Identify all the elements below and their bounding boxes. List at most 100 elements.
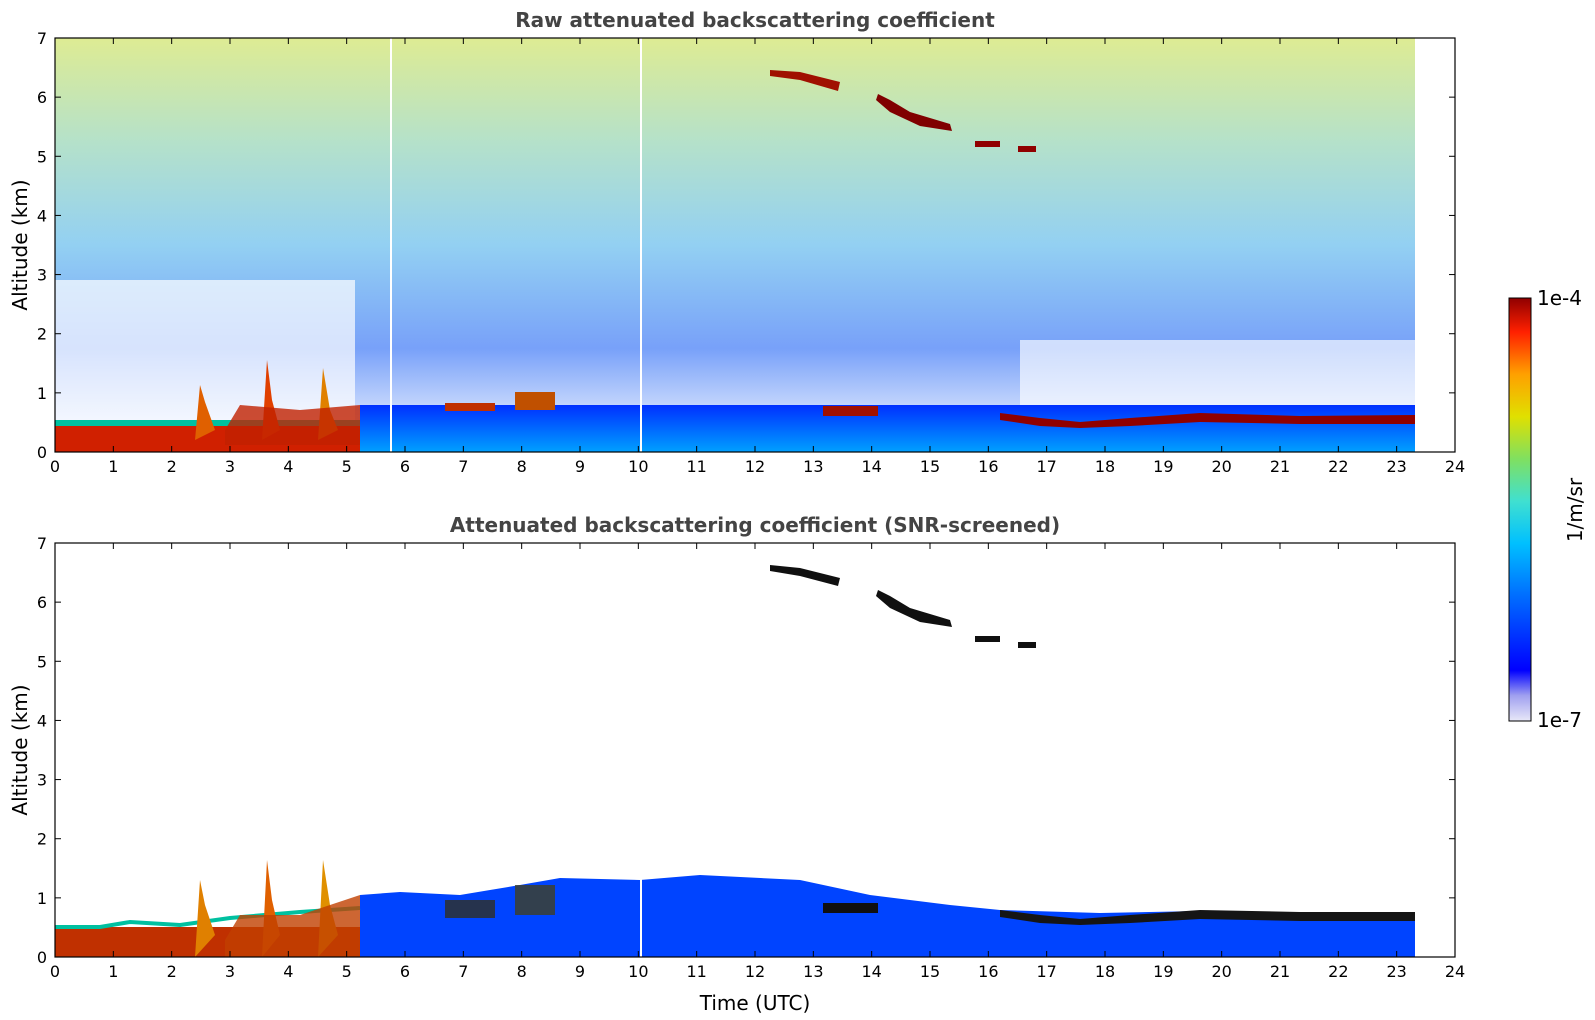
ytick-label: 2: [37, 325, 47, 344]
panel-raw: Raw attenuated backscattering coefficien…: [8, 8, 1465, 476]
xtick-label: 17: [1036, 457, 1056, 476]
raw-plume-4: [225, 405, 360, 445]
ytick-label: 3: [37, 266, 47, 285]
ytick-label: 6: [37, 88, 47, 107]
xtick-label: 6: [400, 962, 410, 981]
screened-datagap-2: [1415, 543, 1455, 957]
screened-aerosol-2: [515, 885, 555, 915]
xtick-label: 16: [978, 457, 998, 476]
xtick-label: 4: [283, 457, 293, 476]
panel-screened-xlabel: Time (UTC): [699, 991, 811, 1015]
xtick-label: 14: [861, 962, 881, 981]
xtick-label: 9: [575, 962, 585, 981]
screened-boundary-layer-top: [55, 906, 361, 929]
xtick-label: 5: [342, 962, 352, 981]
raw-aerosol-1: [445, 403, 495, 411]
ytick-label: 1: [37, 384, 47, 403]
xtick-label: 5: [342, 457, 352, 476]
xtick-label: 24: [1445, 457, 1465, 476]
raw-cloud-4: [1018, 146, 1036, 152]
raw-cloud-1: [770, 70, 840, 91]
xtick-label: 2: [167, 457, 177, 476]
colorbar-min-label: 1e-7: [1537, 708, 1582, 732]
xtick-label: 9: [575, 457, 585, 476]
xtick-label: 21: [1270, 962, 1290, 981]
raw-cloud-3: [975, 141, 1000, 147]
raw-plume-1: [195, 385, 215, 440]
xtick-label: 2: [167, 962, 177, 981]
xtick-label: 22: [1328, 457, 1348, 476]
raw-low-cloud: [1000, 413, 1415, 428]
panel-screened-ticks: 0 1 2 3 4 5 6 7 8 9 10 11 12 13 14 15 16 17 18 19 20 21 22 23 24…: [37, 534, 1465, 981]
panel-screened-title: Attenuated backscattering coefficient (S…: [450, 513, 1060, 537]
xtick-label: 0: [50, 457, 60, 476]
xtick-label: 7: [458, 962, 468, 981]
ytick-label: 5: [37, 652, 47, 671]
xtick-label: 7: [458, 457, 468, 476]
ytick-label: 5: [37, 147, 47, 166]
colorbar-gradient: [1508, 297, 1532, 722]
xtick-label: 12: [745, 962, 765, 981]
ytick-label: 6: [37, 593, 47, 612]
screened-cloud-3: [975, 636, 1000, 642]
raw-aerosol-2: [515, 392, 555, 410]
xtick-label: 8: [517, 962, 527, 981]
ytick-label: 0: [37, 443, 47, 462]
xtick-label: 18: [1095, 962, 1115, 981]
colorbar-max-label: 1e-4: [1537, 286, 1582, 310]
xtick-label: 6: [400, 457, 410, 476]
colorbar: 1e-4 1e-7 1/m/sr: [1508, 286, 1587, 732]
xtick-label: 22: [1328, 962, 1348, 981]
xtick-label: 13: [803, 962, 823, 981]
xtick-label: 3: [225, 457, 235, 476]
ytick-label: 1: [37, 889, 47, 908]
xtick-label: 19: [1153, 962, 1173, 981]
panel-raw-title: Raw attenuated backscattering coefficien…: [515, 8, 995, 32]
xtick-label: 23: [1386, 962, 1406, 981]
xtick-label: 10: [628, 962, 648, 981]
xtick-label: 1: [108, 962, 118, 981]
screened-aerosol-1: [445, 900, 495, 918]
ytick-label: 0: [37, 948, 47, 967]
screened-low-layer: [360, 875, 1415, 957]
xtick-label: 17: [1036, 962, 1056, 981]
xtick-label: 19: [1153, 457, 1173, 476]
ytick-label: 4: [37, 206, 47, 225]
xtick-label: 23: [1386, 457, 1406, 476]
screened-cloud-4: [1018, 642, 1036, 648]
screened-low-cloud: [1000, 910, 1415, 925]
raw-cloud-2: [876, 94, 952, 131]
screened-datagap-1: [640, 543, 642, 957]
panel-screened-heatmap: [55, 543, 1455, 957]
ytick-label: 7: [37, 29, 47, 48]
raw-low-layer: [360, 405, 1445, 452]
xtick-label: 20: [1211, 457, 1231, 476]
colorbar-unit-label: 1/m/sr: [1563, 477, 1587, 542]
panel-raw-heatmap: [55, 38, 1455, 452]
xtick-label: 11: [686, 457, 706, 476]
xtick-label: 10: [628, 457, 648, 476]
ytick-label: 4: [37, 711, 47, 730]
screened-plume-4: [225, 895, 360, 957]
screened-plume-1: [195, 880, 215, 957]
screened-cloud-1: [770, 565, 840, 586]
panel-screened: Attenuated backscattering coefficient (S…: [8, 513, 1465, 1015]
xtick-label: 15: [920, 457, 940, 476]
xtick-label: 8: [517, 457, 527, 476]
ytick-label: 2: [37, 830, 47, 849]
xtick-label: 11: [686, 962, 706, 981]
xtick-label: 16: [978, 962, 998, 981]
raw-cloud-5: [823, 406, 878, 416]
raw-datagap-3: [1415, 38, 1455, 452]
xtick-label: 1: [108, 457, 118, 476]
xtick-label: 20: [1211, 962, 1231, 981]
raw-datagap-1: [390, 38, 392, 452]
raw-clear-wedge: [55, 280, 355, 420]
panel-raw-ticks: 0 1 2 3 4 5 6 7 8 9 10 11 12 13 14 15 16 17 18 19 20 21 22 23 24…: [37, 29, 1465, 476]
screened-cloud-2: [876, 590, 952, 627]
xtick-label: 3: [225, 962, 235, 981]
xtick-label: 18: [1095, 457, 1115, 476]
xtick-label: 0: [50, 962, 60, 981]
xtick-label: 21: [1270, 457, 1290, 476]
panel-raw-ylabel: Altitude (km): [8, 179, 32, 310]
